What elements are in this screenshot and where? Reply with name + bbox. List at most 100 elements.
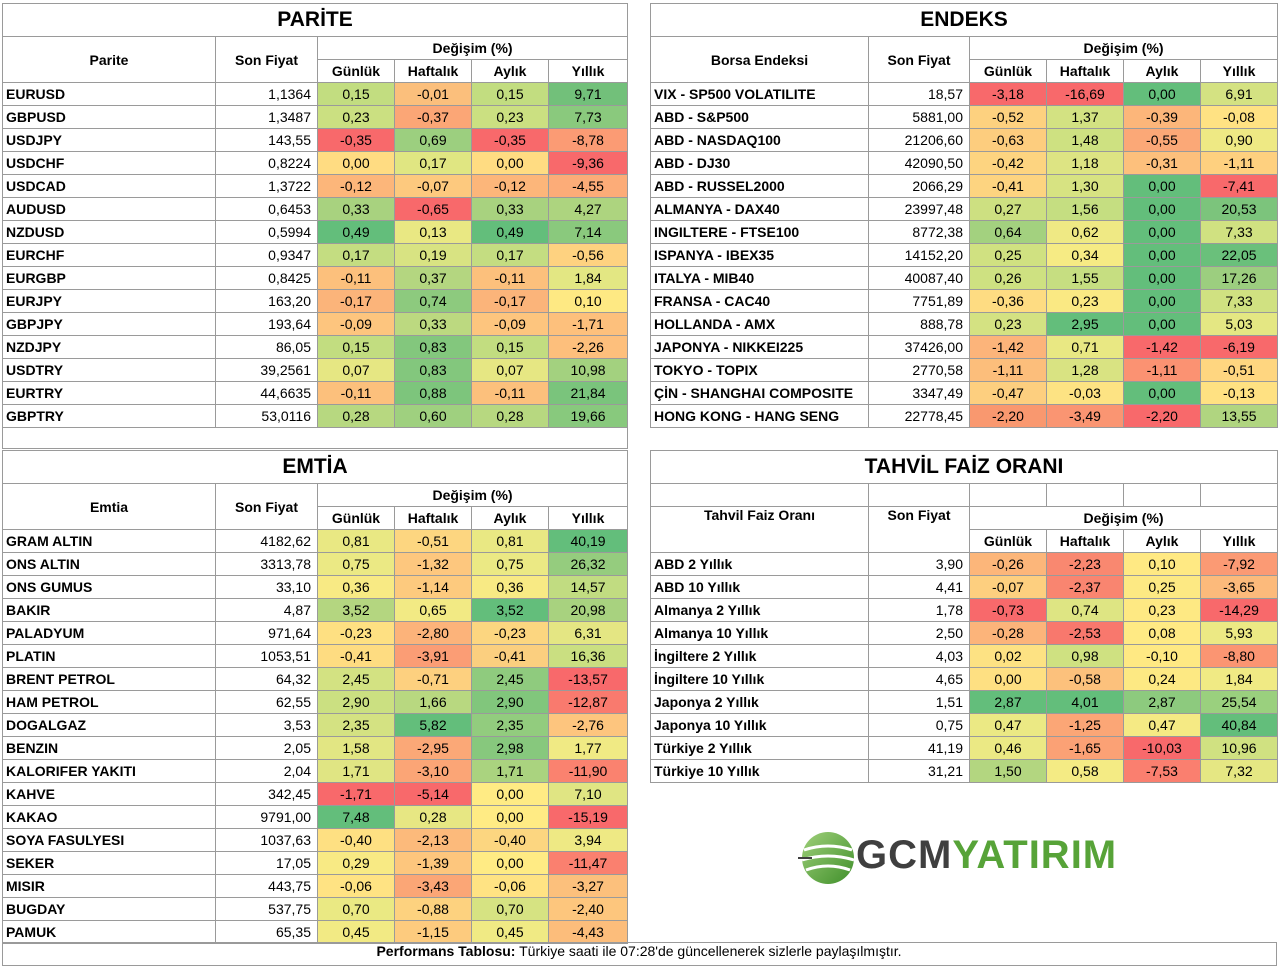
emtia-period-header: Yıllık [547, 506, 629, 530]
change-daily: -0,41 [317, 644, 395, 668]
last-price: 39,2561 [215, 358, 318, 382]
change-yearly: -1,71 [547, 312, 629, 336]
last-price: 86,05 [215, 335, 318, 359]
table-row: Japonya 10 Yıllık 0,75 0,47 -1,25 0,47 40,84 [650, 713, 1278, 737]
change-yearly: 1,77 [547, 736, 629, 760]
table-row: TOKYO - TOPIX 2770,58 -1,11 1,28 -1,11 -0,51 [650, 358, 1278, 382]
table-row: VIX - SP500 VOLATILITE 18,57 -3,18 -16,69 0,… [650, 82, 1278, 106]
blank-cell [650, 483, 869, 507]
change-yearly: 10,96 [1199, 736, 1278, 760]
change-monthly: -0,35 [471, 128, 549, 152]
instrument-name: Türkiye 10 Yıllık [650, 759, 869, 783]
change-monthly: 0,49 [471, 220, 549, 244]
instrument-name: GBPJPY [2, 312, 216, 336]
change-weekly: 1,48 [1046, 128, 1124, 152]
table-row: USDCAD 1,3722 -0,12 -0,07 -0,12 -4,55 [2, 174, 629, 198]
instrument-name: ABD - NASDAQ100 [650, 128, 869, 152]
last-price: 0,8224 [215, 151, 318, 175]
last-price: 4,87 [215, 598, 318, 622]
change-monthly: 0,10 [1123, 552, 1201, 576]
change-monthly: 0,00 [1123, 243, 1201, 267]
last-price: 8772,38 [868, 220, 970, 244]
parite-panel: PARİTE Parite Son Fiyat Değişim (%) Günlük Ha… [1, 3, 629, 428]
change-weekly: -0,71 [394, 667, 472, 691]
instrument-name: FRANSA - CAC40 [650, 289, 869, 313]
change-yearly: 13,55 [1199, 404, 1278, 428]
instrument-name: AUDUSD [2, 197, 216, 221]
change-weekly: -3,10 [394, 759, 472, 783]
table-row: BRENT PETROL 64,32 2,45 -0,71 2,45 -13,57 [2, 667, 629, 691]
change-weekly: 0,19 [394, 243, 472, 267]
instrument-name: EURJPY [2, 289, 216, 313]
change-daily: 0,64 [969, 220, 1047, 244]
last-price: 1,78 [868, 598, 970, 622]
change-daily: 0,07 [317, 358, 395, 382]
instrument-name: ABD - RUSSEL2000 [650, 174, 869, 198]
table-row: ABD 2 Yıllık 3,90 -0,26 -2,23 0,10 -7,92 [650, 552, 1278, 576]
last-price: 1,51 [868, 690, 970, 714]
instrument-name: INGILTERE - FTSE100 [650, 220, 869, 244]
change-weekly: -3,91 [394, 644, 472, 668]
footer-label: Performans Tablosu: [376, 943, 516, 959]
change-yearly: 3,94 [547, 828, 629, 852]
last-price: 18,57 [868, 82, 970, 106]
change-daily: 1,58 [317, 736, 395, 760]
table-row: ÇİN - SHANGHAI COMPOSITE 3347,49 -0,47 -0,0… [650, 381, 1278, 405]
blank-cell [1123, 483, 1201, 507]
change-monthly: -7,53 [1123, 759, 1201, 783]
change-daily: -1,71 [317, 782, 395, 806]
change-daily: -0,09 [317, 312, 395, 336]
table-row: KALORIFER YAKITI 2,04 1,71 -3,10 1,71 -11,90 [2, 759, 629, 783]
change-yearly: 5,93 [1199, 621, 1278, 645]
last-price: 1,1364 [215, 82, 318, 106]
change-monthly: -0,12 [471, 174, 549, 198]
endeks-table: ENDEKS Borsa Endeksi Son Fiyat Değişim (%) G… [649, 3, 1278, 428]
table-row: ITALYA - MIB40 40087,40 0,26 1,55 0,00 17,26 [650, 266, 1278, 290]
blank-cell [1199, 483, 1278, 507]
last-price: 4,41 [868, 575, 970, 599]
change-weekly: -0,03 [1046, 381, 1124, 405]
change-yearly: -3,65 [1199, 575, 1278, 599]
instrument-name: ONS ALTIN [2, 552, 216, 576]
change-yearly: 26,32 [547, 552, 629, 576]
change-weekly: 0,33 [394, 312, 472, 336]
change-daily: 0,23 [317, 105, 395, 129]
table-row: ISPANYA - IBEX35 14152,20 0,25 0,34 0,00 22,0… [650, 243, 1278, 267]
last-price: 3,90 [868, 552, 970, 576]
emtia-panel: EMTİA Emtia Son Fiyat Değişim (%) Günlük Haft… [1, 450, 629, 944]
instrument-name: ABD 10 Yıllık [650, 575, 869, 599]
instrument-name: SOYA FASULYESI [2, 828, 216, 852]
instrument-name: HOLLANDA - AMX [650, 312, 869, 336]
endeks-period-header: Yıllık [1199, 59, 1278, 83]
change-weekly: 1,30 [1046, 174, 1124, 198]
change-monthly: -0,11 [471, 266, 549, 290]
change-daily: 2,90 [317, 690, 395, 714]
table-row: JAPONYA - NIKKEI225 37426,00 -1,42 0,71 -1,4… [650, 335, 1278, 359]
tahvil-period-header: Haftalık [1046, 529, 1124, 553]
last-price: 2770,58 [868, 358, 970, 382]
change-yearly: -0,51 [1199, 358, 1278, 382]
change-weekly: -3,49 [1046, 404, 1124, 428]
change-monthly: 0,17 [471, 243, 549, 267]
table-row: USDCHF 0,8224 0,00 0,17 0,00 -9,36 [2, 151, 629, 175]
last-price: 4,65 [868, 667, 970, 691]
tahvil-period-header: Günlük [969, 529, 1047, 553]
last-price: 0,9347 [215, 243, 318, 267]
last-price: 0,8425 [215, 266, 318, 290]
change-weekly: -1,15 [394, 920, 472, 944]
emtia-title: EMTİA [1, 450, 629, 484]
instrument-name: USDCHF [2, 151, 216, 175]
change-yearly: 19,66 [547, 404, 629, 428]
instrument-name: VIX - SP500 VOLATILITE [650, 82, 869, 106]
table-row: PALADYUM 971,64 -0,23 -2,80 -0,23 6,31 [2, 621, 629, 645]
change-daily: -0,23 [317, 621, 395, 645]
blank-cell [868, 483, 970, 507]
parite-period-header: Günlük [317, 59, 395, 83]
change-weekly: -0,88 [394, 897, 472, 921]
endeks-period-header: Haftalık [1046, 59, 1124, 83]
instrument-name: EURCHF [2, 243, 216, 267]
instrument-name: Japonya 10 Yıllık [650, 713, 869, 737]
change-weekly: 5,82 [394, 713, 472, 737]
emtia-period-header: Haftalık [394, 506, 472, 530]
change-yearly: 10,98 [547, 358, 629, 382]
